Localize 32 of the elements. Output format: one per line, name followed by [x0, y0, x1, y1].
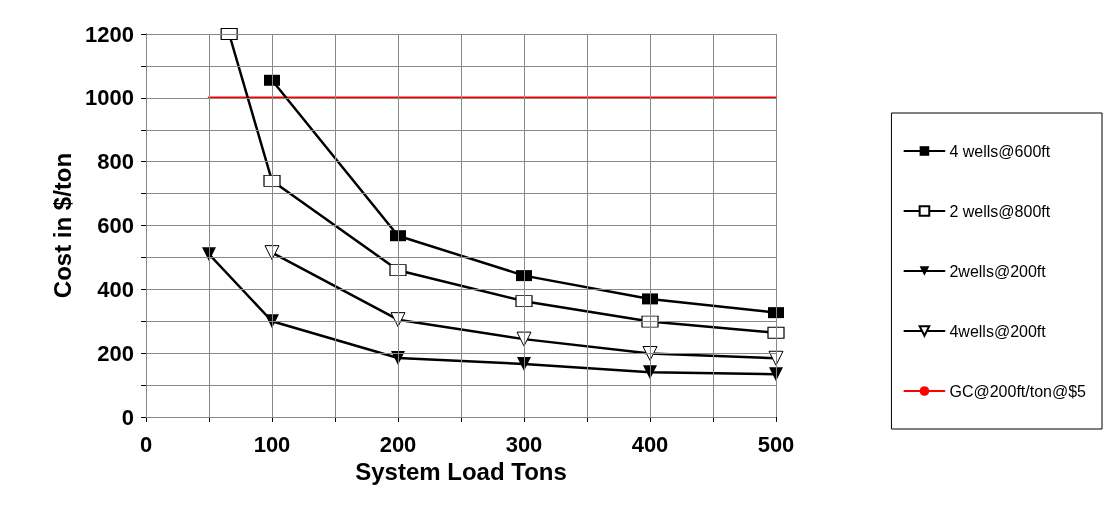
- y-tick-label: 1200: [85, 21, 134, 47]
- x-tick-label: 500: [757, 431, 795, 457]
- x-tick-label: 300: [505, 431, 543, 457]
- point: [768, 307, 784, 319]
- legend-label: 4wells@200ft: [949, 322, 1047, 340]
- point: [516, 331, 532, 347]
- point: [263, 174, 281, 187]
- y-tick-label: 200: [97, 340, 134, 366]
- point: [515, 295, 533, 308]
- point: [767, 326, 785, 339]
- x-tick-label: 0: [139, 431, 153, 457]
- legend-label: 4 wells@600ft: [949, 142, 1051, 160]
- point: [389, 264, 407, 277]
- point: [390, 230, 406, 242]
- point: [264, 74, 280, 86]
- point: [641, 315, 659, 328]
- y-tick-label: 400: [97, 276, 134, 302]
- y-axis-title: Cost in $/ton: [48, 152, 76, 299]
- legend-label: 2wells@200ft: [949, 262, 1047, 280]
- legend-label: GC@200ft/ton@$5: [949, 382, 1087, 400]
- y-tick-label: 800: [97, 149, 134, 175]
- y-tick-label: 600: [97, 213, 134, 238]
- point: [516, 270, 532, 282]
- y-tick-label: 1000: [85, 85, 134, 111]
- x-axis-title: System Load Tons: [355, 458, 567, 486]
- y-tick-label: 0: [121, 404, 134, 430]
- legend-label: 2 wells@800ft: [949, 202, 1051, 220]
- x-tick-label: 100: [253, 431, 291, 457]
- x-tick-label: 200: [379, 431, 417, 457]
- point: [264, 245, 280, 261]
- x-tick-label: 400: [631, 431, 669, 457]
- point: [642, 293, 658, 305]
